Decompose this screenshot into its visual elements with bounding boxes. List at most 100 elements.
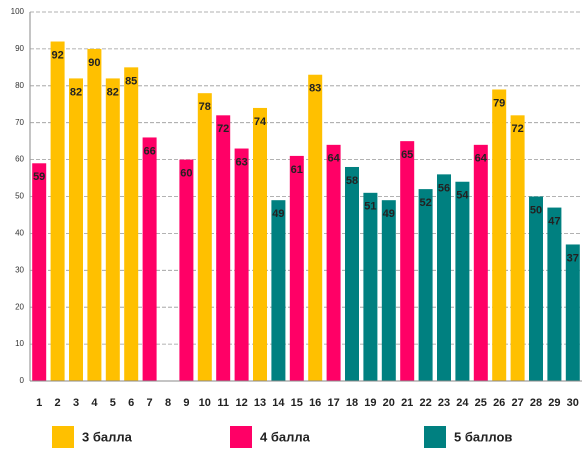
value-label: 72	[217, 123, 229, 135]
x-tick-label: 10	[199, 397, 211, 409]
x-tick-label: 24	[456, 397, 469, 409]
value-label: 37	[567, 252, 579, 264]
value-label: 90	[88, 57, 100, 69]
value-label: 65	[401, 149, 413, 161]
value-label: 74	[254, 116, 267, 128]
legend-swatch	[424, 426, 446, 448]
value-label: 60	[180, 168, 192, 180]
x-tick-label: 12	[235, 397, 247, 409]
x-tick-label: 2	[55, 397, 61, 409]
value-label: 47	[548, 215, 560, 227]
value-label: 49	[383, 208, 395, 220]
value-label: 52	[419, 197, 431, 209]
y-tick-label: 30	[15, 265, 24, 274]
x-tick-label: 27	[511, 397, 523, 409]
bar	[253, 107, 267, 381]
value-label: 61	[291, 164, 303, 176]
legend-swatch	[230, 426, 252, 448]
value-label: 64	[475, 153, 488, 165]
bar	[345, 166, 359, 381]
x-tick-label: 9	[183, 397, 189, 409]
legend-label: 5 баллов	[454, 429, 512, 444]
x-tick-label: 4	[91, 397, 98, 409]
bar	[529, 196, 543, 381]
bar	[105, 78, 120, 382]
bar	[437, 174, 451, 381]
value-label: 92	[51, 49, 63, 61]
bar	[308, 74, 323, 381]
y-tick-label: 70	[15, 118, 24, 127]
bar	[455, 181, 470, 381]
legend-label: 4 балла	[260, 429, 311, 444]
value-label: 64	[327, 153, 340, 165]
x-tick-label: 28	[530, 397, 542, 409]
value-label: 83	[309, 83, 321, 95]
value-label: 85	[125, 75, 137, 87]
value-label: 79	[493, 97, 505, 109]
value-label: 63	[235, 156, 247, 168]
bar	[400, 141, 415, 381]
bar	[142, 137, 157, 381]
bar	[510, 115, 525, 381]
bar	[216, 115, 231, 381]
bar	[271, 200, 286, 381]
bar	[363, 192, 378, 381]
bar	[69, 78, 83, 382]
bar	[289, 155, 304, 381]
y-tick-label: 90	[15, 44, 24, 53]
legend-label: 3 балла	[82, 429, 133, 444]
bar	[326, 144, 341, 381]
x-tick-label: 20	[383, 397, 395, 409]
x-tick-label: 19	[364, 397, 376, 409]
y-tick-label: 40	[15, 229, 24, 238]
x-tick-label: 6	[128, 397, 134, 409]
x-tick-label: 23	[438, 397, 450, 409]
bar	[87, 48, 102, 382]
value-label: 49	[272, 208, 284, 220]
bar	[124, 67, 139, 381]
value-label: 54	[456, 190, 469, 202]
value-label: 82	[70, 86, 82, 98]
bar	[179, 159, 194, 381]
bar	[492, 89, 507, 382]
x-tick-label: 14	[272, 397, 285, 409]
x-tick-label: 11	[217, 397, 229, 409]
bar	[381, 200, 396, 381]
value-label: 50	[530, 204, 542, 216]
y-tick-label: 10	[15, 339, 24, 348]
x-tick-label: 18	[346, 397, 358, 409]
x-tick-label: 21	[401, 397, 413, 409]
value-label: 72	[511, 123, 523, 135]
x-tick-label: 7	[147, 397, 153, 409]
x-tick-label: 3	[73, 397, 79, 409]
x-tick-label: 1	[36, 397, 42, 409]
x-tick-label: 22	[419, 397, 431, 409]
x-tick-label: 8	[165, 397, 171, 409]
bar	[32, 163, 47, 381]
x-tick-label: 26	[493, 397, 505, 409]
x-tick-label: 16	[309, 397, 321, 409]
x-tick-label: 17	[327, 397, 339, 409]
value-label: 78	[199, 101, 211, 113]
bar	[197, 93, 212, 382]
value-label: 56	[438, 182, 450, 194]
y-tick-label: 50	[15, 192, 24, 201]
bar	[50, 41, 65, 382]
y-tick-label: 80	[15, 81, 24, 90]
x-tick-label: 30	[567, 397, 579, 409]
bar	[565, 244, 580, 381]
legend-swatch	[52, 426, 74, 448]
value-label: 58	[346, 175, 358, 187]
bar	[547, 207, 562, 381]
y-tick-label: 20	[15, 302, 24, 311]
value-label: 51	[364, 201, 376, 213]
bar	[418, 189, 433, 381]
y-tick-label: 100	[11, 7, 25, 16]
x-tick-label: 13	[254, 397, 266, 409]
x-tick-label: 5	[110, 397, 116, 409]
value-label: 59	[33, 171, 45, 183]
y-tick-label: 0	[20, 376, 25, 385]
value-label: 82	[107, 86, 119, 98]
value-label: 66	[143, 145, 155, 157]
